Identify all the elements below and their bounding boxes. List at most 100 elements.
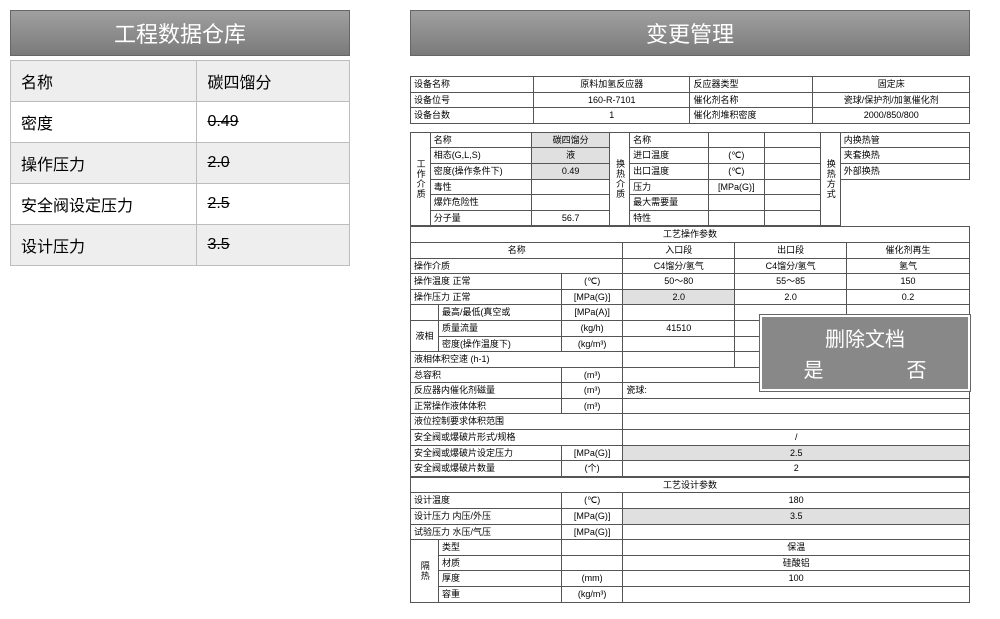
- liquid-phase-group: 液相: [411, 320, 439, 351]
- table-row: 操作介质 C4馏分/氢气 C4馏分/氢气 氢气: [411, 258, 970, 274]
- total-vol-unit: (m³): [561, 367, 622, 383]
- psv-qty-unit: (个): [561, 461, 622, 477]
- warehouse-title: 工程数据仓库: [10, 10, 350, 56]
- insulation-group: 隔热: [411, 540, 439, 602]
- phase-value: 液: [531, 148, 610, 164]
- normal-liquid-vol-label: 正常操作液体体积: [411, 398, 562, 414]
- row-value: 2.0: [197, 143, 350, 184]
- dialog-no-button[interactable]: 否: [897, 354, 937, 383]
- table-row: 名称碳四馏分: [11, 61, 350, 102]
- density-label: 密度(操作条件下): [430, 163, 531, 179]
- reactor-type-value: 固定床: [813, 77, 970, 93]
- ins-type-value: 保温: [623, 540, 970, 556]
- psv-type-value: /: [623, 430, 970, 446]
- op-vac-label: 最高/最低(真空或: [438, 305, 561, 321]
- design-params-table: 工艺设计参数 设计温度 (℃) 180 设计压力 内压/外压 [MPa(G)] …: [410, 477, 970, 603]
- outlet-temp-label: 出口温度: [630, 163, 709, 179]
- op-press-out: 2.0: [735, 289, 847, 305]
- pressure-unit: [MPa(G)]: [708, 179, 764, 195]
- row-key: 名称: [11, 61, 197, 102]
- table-row: 毒性 压力 [MPa(G)]: [411, 179, 970, 195]
- op-press-label: 操作压力 正常: [411, 289, 562, 305]
- eq-name-label: 设备名称: [411, 77, 534, 93]
- row-key: 设计压力: [11, 225, 197, 266]
- op-temp-in: 50～80: [623, 274, 735, 290]
- work-medium-group: 工作介质: [411, 132, 431, 226]
- row-key: 操作压力: [11, 143, 197, 184]
- table-row: 隔热 类型 保温: [411, 540, 970, 556]
- op-h1: 名称: [411, 242, 623, 258]
- catalyst-vol-label: 反应器内催化剂磁量: [411, 383, 562, 399]
- level-ctrl-label: 液位控制要求体积范围: [411, 414, 623, 430]
- op-press-regen: 0.2: [846, 289, 969, 305]
- op-medium-label: 操作介质: [411, 258, 623, 274]
- op-press-unit: [MPa(G)]: [561, 289, 622, 305]
- op-medium-in: C4馏分/氢气: [623, 258, 735, 274]
- op-section-title: 工艺操作参数: [411, 227, 970, 243]
- warehouse-table: 名称碳四馏分密度0.49操作压力2.0安全阀设定压力2.5设计压力3.5: [10, 60, 350, 266]
- psv-qty-value: 2: [623, 461, 970, 477]
- table-row: 操作压力2.0: [11, 143, 350, 184]
- mw-label: 分子量: [430, 210, 531, 226]
- op-h2: 入口段: [623, 242, 735, 258]
- table-row: 厚度 (mm) 100: [411, 571, 970, 587]
- pressure-label: 压力: [630, 179, 709, 195]
- mass-flow-unit: (kg/h): [561, 320, 622, 336]
- table-row: 名称 入口段 出口段 催化剂再生: [411, 242, 970, 258]
- table-row: 相态(G,L,S) 液 进口温度 (℃) 夹套换热: [411, 148, 970, 164]
- inlet-temp-label: 进口温度: [630, 148, 709, 164]
- mass-flow-label: 质量流量: [438, 320, 561, 336]
- hx-name-label: 名称: [630, 132, 709, 148]
- des-temp-value: 180: [623, 493, 970, 509]
- psv-set-value: 2.5: [623, 445, 970, 461]
- catalyst-name-value: 瓷球/保护剂/加氢催化剂: [813, 92, 970, 108]
- table-row: 密度0.49: [11, 102, 350, 143]
- eq-tag-label: 设备位号: [411, 92, 534, 108]
- table-row: 材质 硅酸铝: [411, 555, 970, 571]
- row-value: 0.49: [197, 102, 350, 143]
- density-value: 0.49: [531, 163, 610, 179]
- ins-thickness-unit: (mm): [561, 571, 622, 587]
- table-row: 操作压力 正常 [MPa(G)] 2.0 2.0 0.2: [411, 289, 970, 305]
- section-header: 工艺操作参数: [411, 227, 970, 243]
- table-row: 安全阀设定压力2.5: [11, 184, 350, 225]
- reactor-type-label: 反应器类型: [690, 77, 813, 93]
- ins-density-unit: (kg/m³): [561, 587, 622, 603]
- external-hx-label: 外部换热: [840, 163, 969, 179]
- des-press-unit: [MPa(G)]: [561, 509, 622, 525]
- catalyst-density-label: 催化剂堆积密度: [690, 108, 813, 124]
- hx-medium-group: 换热介质: [610, 132, 630, 226]
- des-section-title: 工艺设计参数: [411, 477, 970, 493]
- phase-label: 相态(G,L,S): [430, 148, 531, 164]
- test-press-unit: [MPa(G)]: [561, 524, 622, 540]
- table-row: 安全阀或爆破片形式/规格 /: [411, 430, 970, 446]
- op-density-label: 密度(操作温度下): [438, 336, 561, 352]
- table-row: 设计压力3.5: [11, 225, 350, 266]
- row-value: 2.5: [197, 184, 350, 225]
- op-medium-regen: 氢气: [846, 258, 969, 274]
- table-row: 正常操作液体体积 (m³): [411, 398, 970, 414]
- explosion-label: 爆炸危险性: [430, 195, 531, 211]
- op-temp-label: 操作温度 正常: [411, 274, 562, 290]
- dialog-title: 删除文档: [762, 323, 968, 352]
- eq-count-label: 设备台数: [411, 108, 534, 124]
- catalyst-name-label: 催化剂名称: [690, 92, 813, 108]
- dialog-yes-button[interactable]: 是: [794, 354, 834, 383]
- total-vol-label: 总容积: [411, 367, 562, 383]
- op-temp-out: 55～85: [735, 274, 847, 290]
- op-h4: 催化剂再生: [846, 242, 969, 258]
- mw-value: 56.7: [531, 210, 610, 226]
- psv-set-label: 安全阀或爆破片设定压力: [411, 445, 562, 461]
- catalyst-vol-unit: (m³): [561, 383, 622, 399]
- table-row: 设计温度 (℃) 180: [411, 493, 970, 509]
- inlet-temp-unit: (℃): [708, 148, 764, 164]
- outlet-temp-unit: (℃): [708, 163, 764, 179]
- op-temp-regen: 150: [846, 274, 969, 290]
- des-temp-label: 设计温度: [411, 493, 562, 509]
- op-temp-unit: (℃): [561, 274, 622, 290]
- change-mgmt-panel: 变更管理 设备名称 原料加氢反应器 反应器类型 固定床 设备位号 160-R-7…: [410, 10, 970, 603]
- row-key: 密度: [11, 102, 197, 143]
- mass-flow-in: 41510: [623, 320, 735, 336]
- row-value: 3.5: [197, 225, 350, 266]
- table-row: 安全阀或爆破片设定压力 [MPa(G)] 2.5: [411, 445, 970, 461]
